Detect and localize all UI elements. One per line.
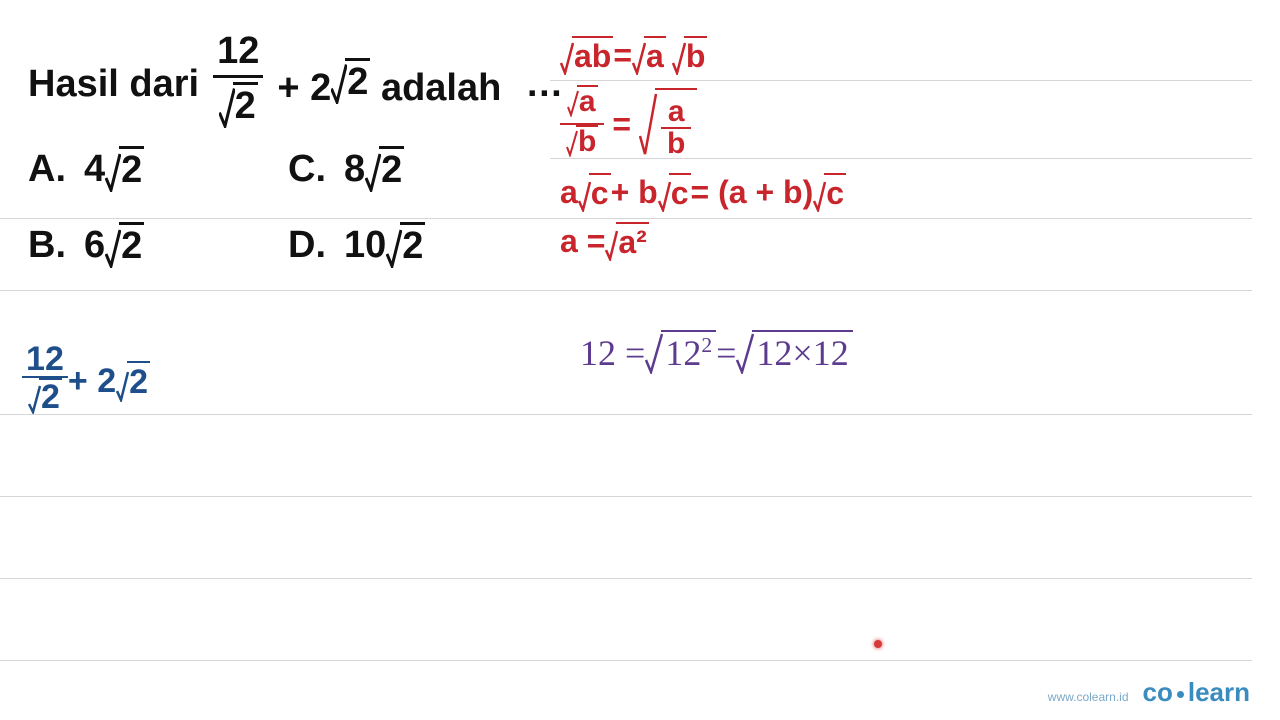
radicand: b [684,36,708,75]
a-eq: a = [560,223,605,260]
answer-letter: B. [28,224,66,267]
radicand: c [589,173,611,212]
mid: = [716,332,736,374]
answer-a: A. 4 2 [28,146,288,192]
rule-1: ab = a b [560,36,846,75]
radicand: c [824,173,846,212]
radicand: 122 [661,330,716,374]
rule-line [0,578,1252,579]
sqrt-icon: 2 [105,146,144,192]
sqrt-icon: 2 [365,146,404,192]
brand-logo: colearn [1143,677,1251,708]
rule-3: a c + b c = (a + b) c [560,173,846,212]
sqrt-icon: a [632,36,666,75]
rules-block: ab = a b a b = a b a [560,36,846,271]
radicand: b [576,125,598,157]
equals: = [613,37,632,74]
work-left: 12 2 + 2 2 [22,340,150,420]
sqrt-icon: a² [605,222,648,261]
answers-block: A. 4 2 C. 8 2 B. 6 2 D. 10 2 [28,146,548,298]
equals-ab: = (a + b) [691,174,814,211]
fraction-numerator: 12 [213,30,263,75]
ellipsis: … [525,63,563,106]
answer-b: B. 6 2 [28,222,288,268]
footer-url: www.colearn.id [1048,690,1129,704]
sqrt-icon: 122 [645,330,716,374]
sqrt-icon: a [567,85,598,117]
sqrt-icon: 2 [28,378,62,414]
frac-num: 12 [26,342,64,376]
plus-two: + 2 [68,362,116,401]
radicand: a [644,36,666,75]
rule-line [0,660,1252,661]
radicand: 2 [119,146,144,192]
question-fraction: 12 2 [213,30,263,138]
radicand: 2 [127,361,150,402]
answer-coeff: 4 [84,148,105,191]
sqrt-icon: c [658,173,691,212]
rule-line [0,414,1252,415]
answer-d: D. 10 2 [288,222,548,268]
frac-den: 2 [22,376,68,420]
fraction-right: a b [661,97,691,159]
radicand-frac: a b [655,88,697,161]
footer: www.colearn.id colearn [1048,677,1250,708]
work-fraction: 12 2 [22,342,68,420]
sqrt-icon: 2 [105,222,144,268]
sqrt-icon: 2 [386,222,425,268]
sqrt-icon: c [813,173,846,212]
rule-4: a = a² [560,222,846,261]
radicand: 12×12 [752,330,852,374]
brand-b: learn [1188,677,1250,707]
plus-two: + 2 [277,67,331,109]
work-right: 12 = 122 = 12×12 [580,330,853,374]
frac-den: b [661,127,691,159]
rule-line [0,496,1252,497]
answer-c: C. 8 2 [288,146,548,192]
answer-coeff: 8 [344,148,365,191]
answer-coeff: 6 [84,224,105,267]
laser-pointer-icon [874,640,882,648]
radicand: c [669,173,691,212]
coeff-a: a [560,174,578,211]
sqrt-icon: 12×12 [736,330,852,374]
answer-coeff: 10 [344,224,386,267]
fraction-left: a b [560,85,604,163]
question-lead: Hasil dari [28,63,199,106]
rule-2: a b = a b [560,85,846,163]
sqrt-icon: c [578,173,611,212]
radicand: 2 [39,378,62,414]
fraction-denominator: 2 [215,78,262,138]
answer-letter: C. [288,148,326,191]
radicand: a² [616,222,648,261]
dot-icon [1177,691,1184,698]
answer-letter: A. [28,148,66,191]
brand-a: co [1143,677,1173,707]
sqrt-icon: ab [560,36,613,75]
lhs: 12 = [580,332,645,374]
sqrt-icon: 2 [116,361,150,402]
radicand: 2 [119,222,144,268]
page-root: Hasil dari 12 2 + 2 2 adalah … A. 4 [0,0,1280,720]
radicand: 2 [345,58,370,104]
frac-num: a [668,97,685,127]
radicand: a [577,85,598,117]
sqrt-icon: b [672,36,708,75]
question-suffix: adalah [381,67,501,109]
plus-b: + b [611,174,658,211]
sqrt-icon: b [566,125,598,157]
radicand: ab [572,36,613,75]
radicand: 2 [400,222,425,268]
equals: = [612,106,631,143]
sqrt-icon: 2 [331,58,370,104]
question-text: Hasil dari 12 2 + 2 2 adalah … [28,30,563,138]
answer-letter: D. [288,224,326,267]
sqrt-icon: 2 [219,82,258,128]
radicand: 2 [379,146,404,192]
sqrt-icon: a b [639,88,697,161]
question-tail: + 2 2 adalah [277,58,501,110]
radicand: 2 [233,82,258,128]
exponent: 2 [701,333,712,357]
